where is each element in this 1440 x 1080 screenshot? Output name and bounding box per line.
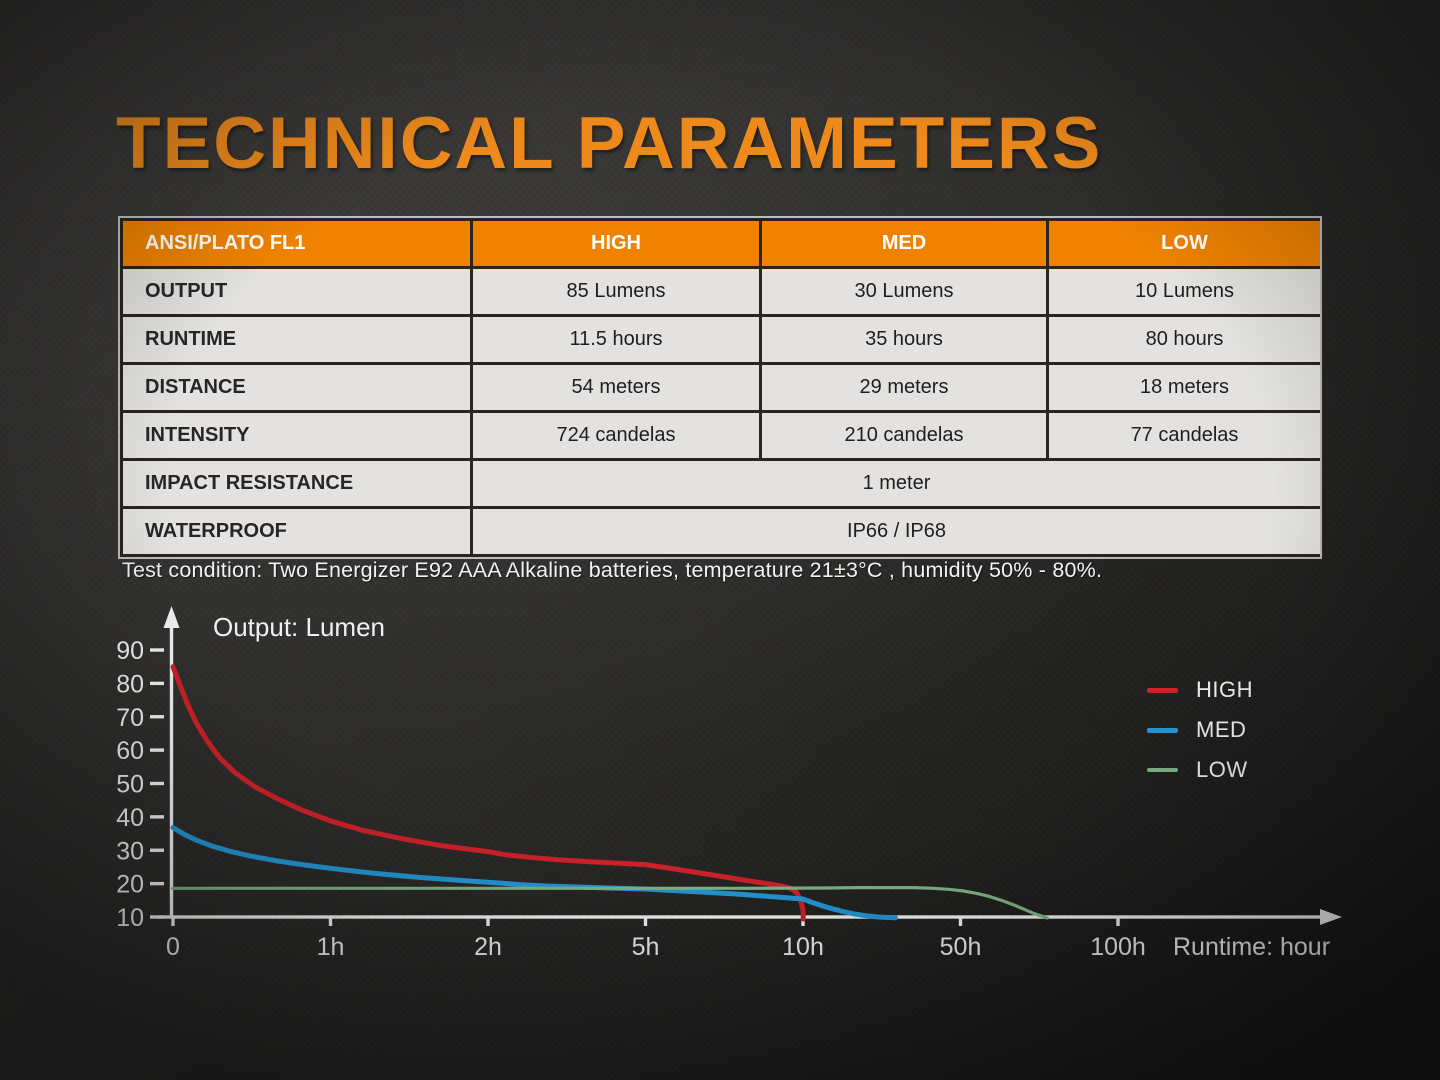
series-line-low [171, 886, 1050, 920]
svg-text:50h: 50h [940, 933, 982, 961]
spec-row-output: OUTPUT 85 Lumens 30 Lumens 10 Lumens [120, 266, 1323, 317]
row-label-output: OUTPUT [120, 266, 473, 317]
svg-text:Runtime: hour: Runtime: hour [1173, 933, 1330, 961]
x-axis-label: Runtime: hour [1173, 933, 1330, 961]
row-label-waterproof: WATERPROOF [120, 506, 473, 557]
spec-row-waterproof: WATERPROOF IP66 / IP68 [120, 506, 1323, 557]
series-line-med [170, 825, 898, 921]
spec-header-row: ANSI/PLATO FL1 HIGH MED LOW [120, 218, 1323, 269]
spec-row-impact: IMPACT RESISTANCE 1 meter [120, 458, 1323, 509]
output-high: 85 Lumens [470, 266, 762, 317]
svg-text:60: 60 [116, 737, 144, 765]
axes-group [158, 606, 1342, 925]
header-cell-standard: ANSI/PLATO FL1 [120, 218, 473, 269]
y-axis-arrow-icon [163, 606, 180, 628]
intensity-high: 724 candelas [470, 410, 762, 461]
series-line-high [170, 664, 806, 922]
svg-text:1h: 1h [317, 933, 345, 961]
output-low: 10 Lumens [1046, 266, 1323, 317]
svg-text:0: 0 [166, 933, 180, 961]
intensity-low: 77 candelas [1046, 410, 1323, 461]
series-group [170, 664, 1050, 922]
y-ticks-group: 90 80 70 60 50 40 30 20 10 [116, 637, 164, 932]
intensity-med: 210 candelas [759, 410, 1049, 461]
legend-label-med: MED [1196, 717, 1247, 742]
spec-table: ANSI/PLATO FL1 HIGH MED LOW OUTPUT 85 Lu… [120, 218, 1323, 557]
x-axis-arrow-icon [1320, 909, 1342, 925]
legend-item-low: LOW [1147, 757, 1253, 783]
distance-high: 54 meters [470, 362, 762, 413]
x-ticks-group: 0 1h 2h 5h 10h 50h 100h [166, 917, 1146, 961]
legend-label-low: LOW [1196, 757, 1248, 782]
page-title: TECHNICAL PARAMETERS [116, 103, 1103, 184]
spec-row-runtime: RUNTIME 11.5 hours 35 hours 80 hours [120, 314, 1323, 365]
svg-text:30: 30 [116, 837, 144, 865]
svg-text:5h: 5h [632, 933, 660, 961]
legend-item-med: MED [1147, 717, 1253, 743]
row-label-intensity: INTENSITY [120, 410, 473, 461]
svg-text:Output: Lumen: Output: Lumen [213, 612, 385, 642]
svg-text:100h: 100h [1090, 933, 1146, 961]
output-med: 30 Lumens [759, 266, 1049, 317]
header-cell-low: LOW [1046, 218, 1323, 269]
svg-text:20: 20 [116, 871, 144, 899]
svg-text:10h: 10h [782, 933, 824, 961]
distance-low: 18 meters [1046, 362, 1323, 413]
runtime-med: 35 hours [759, 314, 1049, 365]
svg-text:2h: 2h [474, 933, 502, 961]
header-cell-med: MED [759, 218, 1049, 269]
svg-text:10: 10 [116, 904, 144, 932]
legend-item-high: HIGH [1147, 677, 1253, 703]
spec-table-wrap: ANSI/PLATO FL1 HIGH MED LOW OUTPUT 85 Lu… [118, 216, 1323, 559]
spec-row-intensity: INTENSITY 724 candelas 210 candelas 77 c… [120, 410, 1323, 461]
row-label-impact: IMPACT RESISTANCE [120, 458, 473, 509]
svg-text:90: 90 [116, 637, 144, 665]
svg-text:70: 70 [116, 704, 144, 732]
row-label-distance: DISTANCE [120, 362, 473, 413]
runtime-low: 80 hours [1046, 314, 1323, 365]
spec-row-distance: DISTANCE 54 meters 29 meters 18 meters [120, 362, 1323, 413]
header-cell-high: HIGH [470, 218, 762, 269]
runtime-high: 11.5 hours [470, 314, 762, 365]
chart-legend: HIGH MED LOW [1147, 677, 1253, 783]
legend-line-swatch-high-icon [1147, 687, 1178, 693]
row-label-runtime: RUNTIME [120, 314, 473, 365]
distance-med: 29 meters [759, 362, 1049, 413]
chart-title: Output: Lumen [213, 612, 385, 642]
impact-value: 1 meter [470, 458, 1323, 509]
legend-label-high: HIGH [1196, 677, 1253, 702]
waterproof-value: IP66 / IP68 [470, 506, 1323, 557]
legend-line-swatch-med-icon [1147, 727, 1178, 733]
legend-line-swatch-low-icon [1147, 768, 1178, 772]
runtime-chart: 90 80 70 60 50 40 30 20 10 0 1h 2h 5h 10h 50h 100h Outpu… [116, 606, 1342, 961]
test-condition-note: Test condition: Two Energizer E92 AAA Al… [122, 558, 1103, 582]
svg-text:80: 80 [116, 670, 144, 698]
svg-text:50: 50 [116, 771, 144, 799]
svg-text:40: 40 [116, 804, 144, 832]
